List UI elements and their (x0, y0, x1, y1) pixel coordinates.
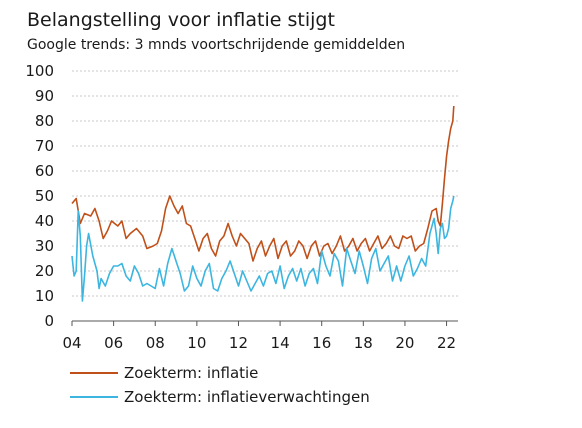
legend-item-inflatie: Zoekterm: inflatie (70, 364, 258, 382)
legend-swatch-inflatieverwachtingen (70, 396, 118, 398)
series-line-inflatieverwachtingen (71, 195, 455, 302)
y-tick-label: 60 (35, 162, 54, 180)
x-tick-label: 10 (187, 334, 206, 352)
legend-label-inflatie: Zoekterm: inflatie (124, 364, 259, 382)
x-tick-label: 08 (146, 334, 165, 352)
x-axis-ticks: 04 06 08 10 12 14 16 18 20 22 (62, 321, 456, 352)
y-tick-label: 90 (35, 87, 54, 105)
legend-item-inflatieverwachtingen: Zoekterm: inflatieverwachtingen (70, 388, 370, 406)
y-tick-label: 70 (35, 137, 54, 155)
gridlines (72, 70, 458, 297)
series-line-inflatie (71, 105, 455, 262)
legend-label-inflatieverwachtingen: Zoekterm: inflatieverwachtingen (124, 388, 370, 406)
legend-swatch-inflatie (70, 372, 118, 374)
y-tick-label: 100 (25, 62, 54, 80)
y-tick-label: 40 (35, 212, 54, 230)
y-tick-label: 20 (35, 262, 54, 280)
x-tick-label: 06 (104, 334, 123, 352)
x-tick-label: 14 (271, 334, 290, 352)
series-lines (71, 105, 455, 302)
x-tick-label: 04 (62, 334, 81, 352)
x-tick-label: 22 (437, 334, 456, 352)
y-tick-label: 30 (35, 237, 54, 255)
x-tick-label: 18 (354, 334, 373, 352)
x-tick-label: 12 (229, 334, 248, 352)
y-tick-label: 0 (44, 312, 54, 330)
x-tick-label: 16 (312, 334, 331, 352)
y-tick-label: 50 (35, 187, 54, 205)
y-axis-ticks: 0 10 20 30 40 50 60 70 80 90 100 (25, 62, 54, 330)
chart-subtitle: Google trends: 3 mnds voortschrijdende g… (27, 37, 406, 53)
y-tick-label: 10 (35, 287, 54, 305)
chart-title: Belangstelling voor inflatie stijgt (27, 9, 335, 31)
y-tick-label: 80 (35, 112, 54, 130)
x-tick-label: 20 (395, 334, 414, 352)
